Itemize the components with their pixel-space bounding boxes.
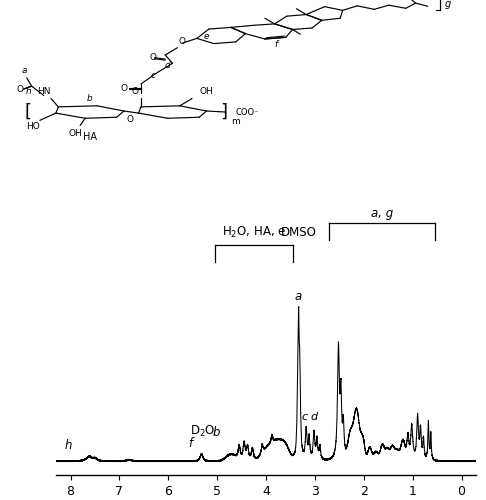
Text: f: f [188,437,192,450]
Text: D$_2$O: D$_2$O [191,424,216,439]
Text: a: a [295,290,302,304]
Text: d: d [164,60,170,70]
Text: f: f [275,40,278,49]
Text: DMSO: DMSO [281,226,317,238]
Text: h: h [64,440,72,452]
Text: O: O [150,52,156,62]
Text: O: O [132,87,139,96]
Text: H$_2$O, HA, e: H$_2$O, HA, e [222,225,286,240]
Text: c: c [151,71,156,80]
Text: b: b [212,426,220,439]
Text: d: d [311,412,317,422]
Text: O: O [179,36,186,46]
Text: O: O [121,84,127,92]
Text: COO⁻: COO⁻ [236,108,259,116]
Text: m: m [231,116,240,126]
Text: O: O [17,84,23,94]
Text: HA: HA [83,132,97,142]
Text: b: b [87,94,93,102]
Text: c: c [301,412,307,422]
Text: e: e [203,32,208,42]
Text: a: a [21,66,27,75]
Text: HO: HO [26,122,40,131]
Text: O: O [127,116,134,124]
Text: h: h [26,88,32,96]
Text: ]: ] [220,102,227,120]
Text: g: g [445,0,451,8]
Text: a, g: a, g [370,207,393,220]
Text: [: [ [25,102,32,120]
Text: HN: HN [37,87,51,96]
Text: OH: OH [69,128,82,138]
Text: OH: OH [199,88,213,96]
